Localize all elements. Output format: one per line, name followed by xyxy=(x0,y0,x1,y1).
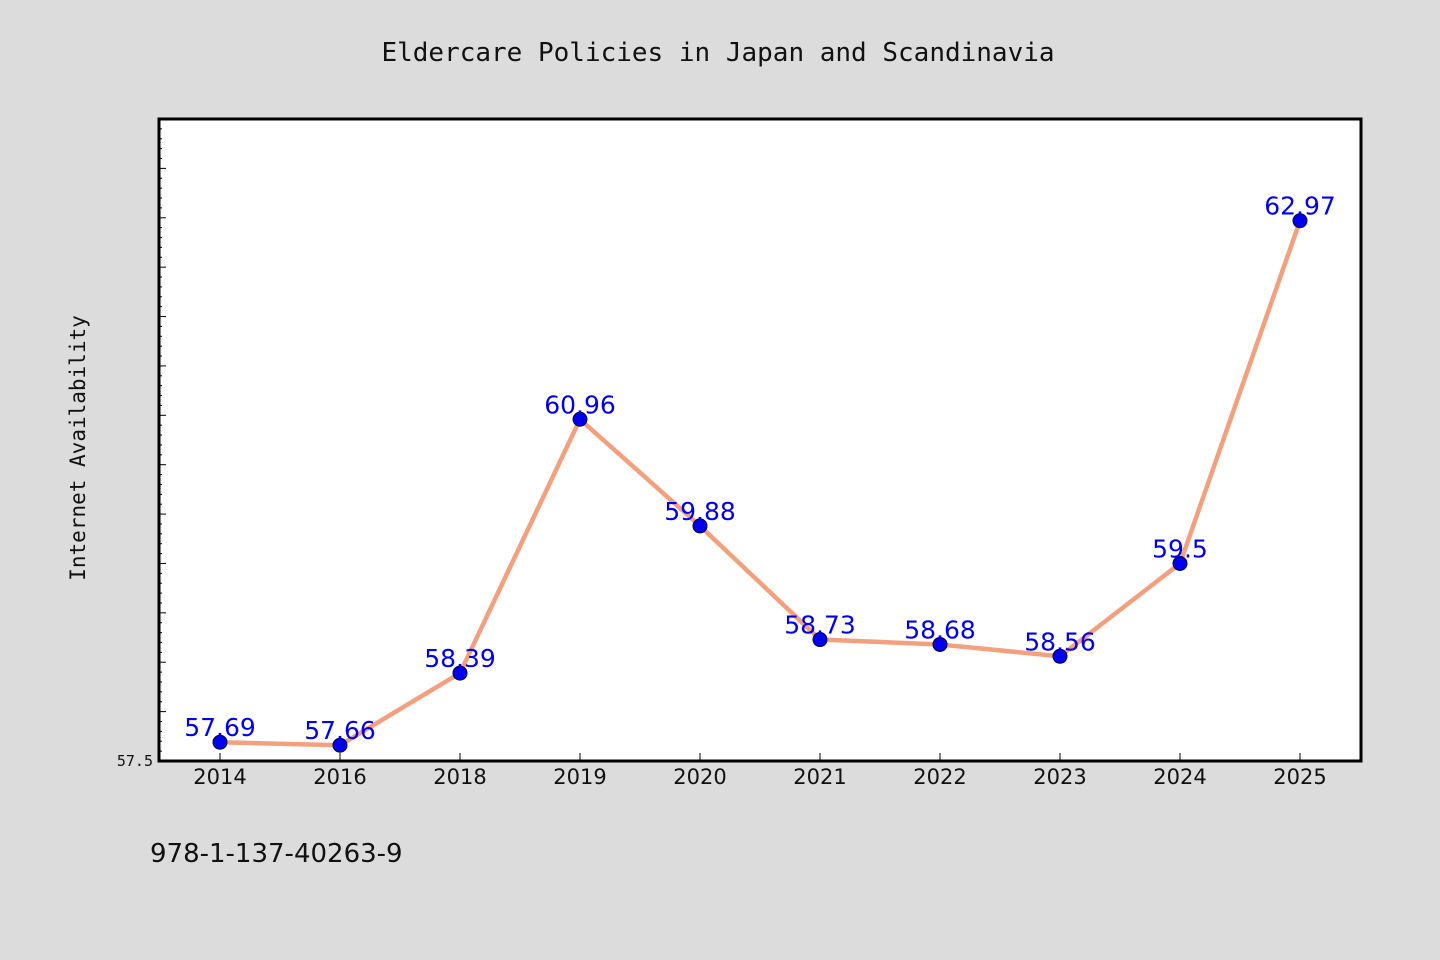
data-points xyxy=(212,213,1308,753)
data-point xyxy=(572,411,588,427)
data-label: 58.68 xyxy=(904,615,976,644)
x-tick-label: 2014 xyxy=(193,765,246,789)
data-label: 59.5 xyxy=(1152,534,1208,563)
data-point xyxy=(692,518,708,534)
data-label: 58.39 xyxy=(424,644,496,673)
data-labels: 57.69 57.66 58.39 60.96 59.88 58.73 58.68 58.56… xyxy=(184,192,1336,745)
x-tick-label: 2016 xyxy=(313,765,366,789)
data-point xyxy=(932,636,948,652)
x-tick-label: 2018 xyxy=(433,765,486,789)
data-point xyxy=(1172,555,1188,571)
data-label: 60.96 xyxy=(544,390,616,419)
isbn-footer: 978-1-137-40263-9 xyxy=(150,839,403,869)
x-tick-label: 2022 xyxy=(913,765,966,789)
data-label: 57.66 xyxy=(304,716,376,745)
x-axis-ticks: 2014 2016 2018 2019 2020 2021 2022 2023 2024 2025 xyxy=(193,753,1327,789)
x-tick-label: 2023 xyxy=(1033,765,1086,789)
x-tick-label: 2020 xyxy=(673,765,726,789)
data-point xyxy=(1052,648,1068,664)
x-tick-label: 2025 xyxy=(1273,765,1326,789)
data-label: 58.56 xyxy=(1024,627,1096,656)
data-point xyxy=(1292,213,1308,229)
series-line-layer xyxy=(217,218,1303,748)
data-label: 58.73 xyxy=(784,611,856,640)
y-axis-label: Internet Availability xyxy=(66,315,90,581)
data-point xyxy=(332,737,348,753)
x-tick-label: 2021 xyxy=(793,765,846,789)
y-axis-ticks: 57.5 xyxy=(117,128,166,770)
data-label: 59.88 xyxy=(664,497,736,526)
data-label: 62.97 xyxy=(1264,192,1336,221)
plot-area xyxy=(157,117,1363,763)
series-line xyxy=(217,218,1303,748)
data-point xyxy=(452,665,468,681)
y-tick-label: 57.5 xyxy=(117,752,153,770)
data-point xyxy=(212,734,228,750)
data-label: 57.69 xyxy=(184,713,256,742)
chart-title: Eldercare Policies in Japan and Scandina… xyxy=(381,38,1054,68)
data-point xyxy=(812,632,828,648)
x-tick-label: 2024 xyxy=(1153,765,1206,789)
x-tick-label: 2019 xyxy=(553,765,606,789)
